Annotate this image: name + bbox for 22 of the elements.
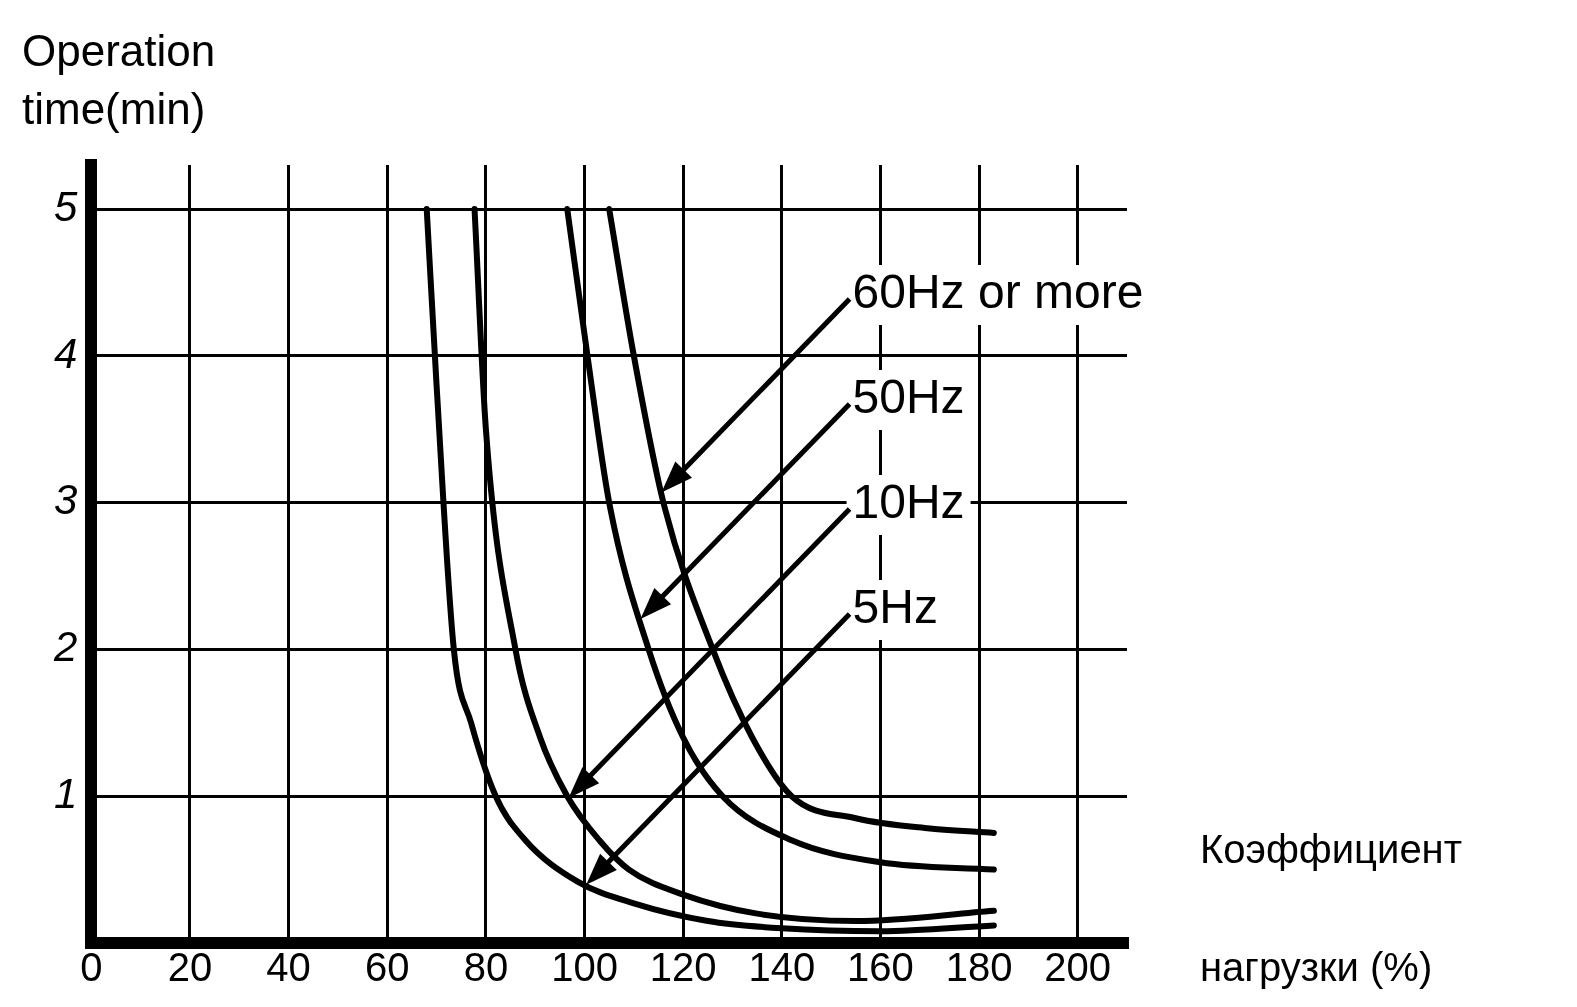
x-tick-label: 140 — [748, 945, 816, 990]
annotation: 5Hz — [852, 580, 938, 634]
x-tick-label: 200 — [1044, 945, 1112, 990]
x-tick-label: 120 — [649, 945, 717, 990]
x-tick-label: 100 — [551, 945, 618, 990]
x-tick-label: 80 — [463, 945, 509, 990]
y-tick-label: 4 — [54, 329, 78, 377]
x-tick-label: 40 — [266, 945, 311, 990]
y-tick-label: 5 — [54, 182, 78, 230]
x-tick-label: 60 — [365, 945, 410, 990]
y-axis-title: Operation time(min) — [22, 25, 217, 135]
x-tick-label: 20 — [167, 945, 213, 990]
y-tick-label: 3 — [54, 476, 78, 524]
x-tick-label: 0 — [80, 945, 103, 990]
x-tick-label: 180 — [945, 945, 1013, 990]
x-tick-label: 160 — [847, 945, 914, 990]
y-tick-label: 1 — [54, 769, 78, 817]
annotation: 10Hz — [852, 475, 965, 529]
annotation: 50Hz — [852, 370, 965, 424]
annotation: 60Hz or more — [852, 265, 1144, 319]
text: Коэффициент нагрузки (%) — [1200, 827, 1463, 989]
y-tick-label: 2 — [53, 623, 78, 671]
